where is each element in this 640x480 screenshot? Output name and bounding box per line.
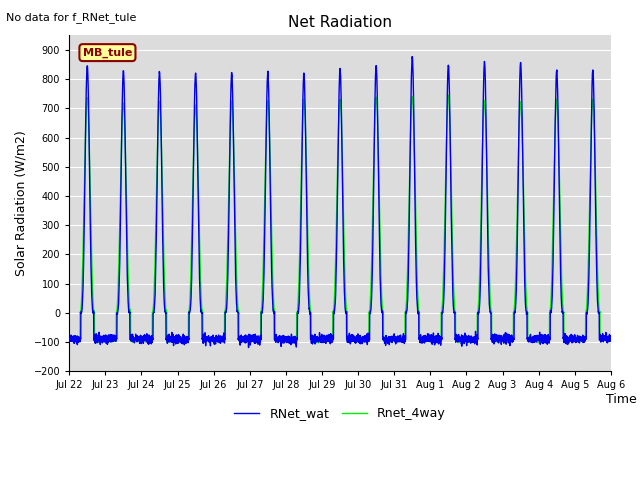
X-axis label: Time: Time bbox=[606, 393, 637, 406]
RNet_wat bbox=[408, 54, 416, 60]
Rnet_4way bbox=[320, 337, 328, 343]
RNet_wat bbox=[432, 333, 440, 339]
RNet_wat bbox=[163, 336, 170, 342]
RNet_wat bbox=[244, 345, 252, 350]
Rnet_4way bbox=[607, 338, 614, 344]
RNet_wat bbox=[492, 334, 500, 340]
Rnet_4way bbox=[492, 337, 500, 343]
Text: MB_tule: MB_tule bbox=[83, 48, 132, 58]
RNet_wat bbox=[65, 337, 73, 343]
Title: Net Radiation: Net Radiation bbox=[288, 15, 392, 30]
Line: RNet_wat: RNet_wat bbox=[69, 57, 611, 348]
Rnet_4way bbox=[607, 336, 614, 341]
Rnet_4way bbox=[431, 336, 439, 342]
Rnet_4way bbox=[461, 337, 469, 343]
Rnet_4way bbox=[351, 340, 359, 346]
Rnet_4way bbox=[444, 92, 452, 98]
RNet_wat bbox=[320, 339, 328, 345]
Line: Rnet_4way: Rnet_4way bbox=[69, 95, 611, 343]
RNet_wat bbox=[607, 333, 614, 338]
Legend: RNet_wat, Rnet_4way: RNet_wat, Rnet_4way bbox=[230, 402, 451, 425]
Y-axis label: Solar Radiation (W/m2): Solar Radiation (W/m2) bbox=[15, 131, 28, 276]
Rnet_4way bbox=[65, 338, 73, 344]
Rnet_4way bbox=[163, 310, 170, 315]
Text: No data for f_RNet_tule: No data for f_RNet_tule bbox=[6, 12, 137, 23]
RNet_wat bbox=[461, 334, 469, 339]
RNet_wat bbox=[607, 336, 614, 341]
